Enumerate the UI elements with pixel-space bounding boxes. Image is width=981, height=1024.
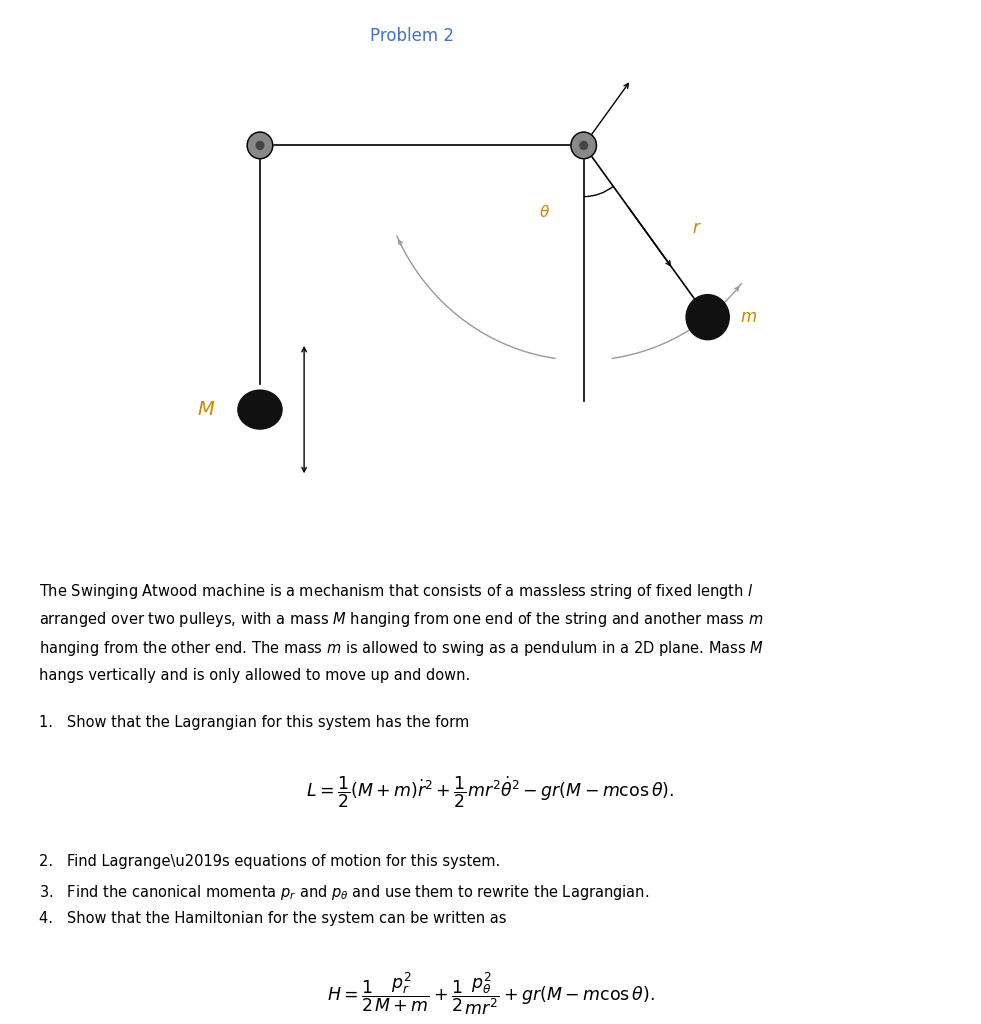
Text: $m$: $m$ [741,308,757,327]
Text: $H = \dfrac{1}{2}\dfrac{p_r^2}{M + m} + \dfrac{1}{2}\dfrac{p_\theta^2}{mr^2} + g: $H = \dfrac{1}{2}\dfrac{p_r^2}{M + m} + … [327,971,654,1018]
Circle shape [571,132,596,159]
Text: 4.   Show that the Hamiltonian for the system can be written as: 4. Show that the Hamiltonian for the sys… [39,911,507,927]
Text: The Swinging Atwood machine is a mechanism that consists of a massless string of: The Swinging Atwood machine is a mechani… [39,582,753,601]
Text: $r$: $r$ [693,219,702,237]
Text: 2.   Find Lagrange\u2019s equations of motion for this system.: 2. Find Lagrange\u2019s equations of mot… [39,854,500,869]
Text: Problem 2: Problem 2 [370,27,454,45]
Ellipse shape [238,390,283,429]
Text: 3.   Find the canonical momenta $p_r$ and $p_\theta$ and use them to rewrite the: 3. Find the canonical momenta $p_r$ and … [39,883,649,902]
Text: $L = \dfrac{1}{2}(M + m)\dot{r}^2 + \dfrac{1}{2}mr^2\dot{\theta}^2 - gr(M - m\co: $L = \dfrac{1}{2}(M + m)\dot{r}^2 + \dfr… [306,774,675,810]
Text: 1.   Show that the Lagrangian for this system has the form: 1. Show that the Lagrangian for this sys… [39,715,470,730]
Text: $\theta$: $\theta$ [539,204,550,220]
Circle shape [247,132,273,159]
Text: arranged over two pulleys, with a mass $M$ hanging from one end of the string an: arranged over two pulleys, with a mass $… [39,610,763,630]
Text: hanging from the other end. The mass $m$ is allowed to swing as a pendulum in a : hanging from the other end. The mass $m$… [39,639,764,658]
Circle shape [580,141,588,150]
Text: $M$: $M$ [197,400,215,419]
Circle shape [256,141,264,150]
Circle shape [686,295,729,340]
Text: hangs vertically and is only allowed to move up and down.: hangs vertically and is only allowed to … [39,668,471,683]
